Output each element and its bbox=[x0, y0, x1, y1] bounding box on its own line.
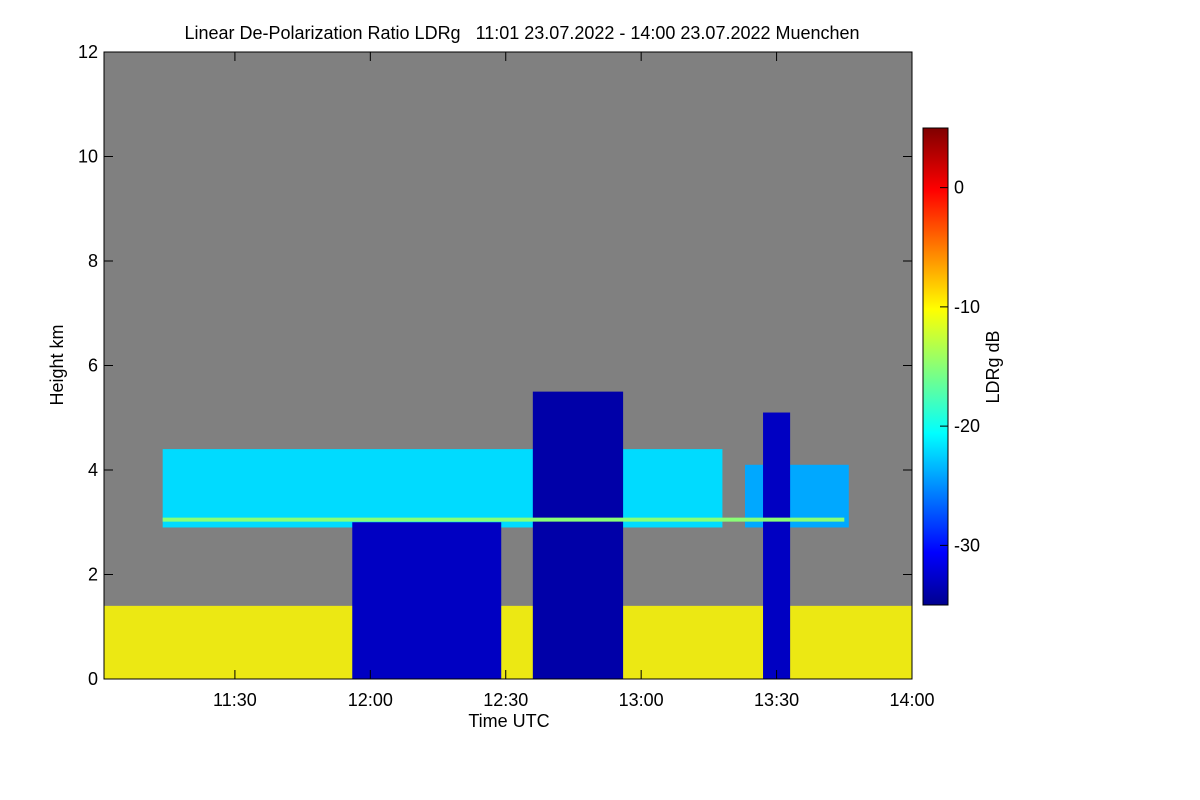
cloud-layer-1 bbox=[744, 464, 849, 528]
y-axis: 0 2 4 6 8 10 12 bbox=[78, 42, 912, 689]
colorbar-tick-label: 0 bbox=[954, 178, 964, 198]
plot-features bbox=[104, 391, 912, 679]
precipitation-1 bbox=[532, 391, 624, 679]
cloud-layer-0 bbox=[162, 449, 723, 528]
y-axis-label: Height km bbox=[47, 324, 67, 405]
colorbar-tick-label: -20 bbox=[954, 416, 980, 436]
colorbar-tick-label: -10 bbox=[954, 297, 980, 317]
y-tick-label: 4 bbox=[88, 460, 98, 480]
x-tick-label: 12:30 bbox=[483, 690, 528, 710]
precipitation-2 bbox=[763, 412, 791, 679]
plot-background bbox=[104, 52, 912, 679]
colorbar-label: LDRg dB bbox=[983, 330, 1003, 403]
x-tick-label: 14:00 bbox=[889, 690, 934, 710]
y-tick-label: 2 bbox=[88, 565, 98, 585]
x-axis: 11:30 12:00 12:30 13:00 13:30 14:00 bbox=[213, 52, 935, 710]
colorbar bbox=[922, 127, 949, 606]
x-tick-label: 13:30 bbox=[754, 690, 799, 710]
colorbar-ticks: 0 -10 -20 -30 bbox=[940, 178, 980, 555]
x-tick-label: 11:30 bbox=[213, 690, 257, 710]
y-tick-label: 10 bbox=[78, 147, 98, 167]
x-tick-label: 13:00 bbox=[619, 690, 664, 710]
y-tick-label: 8 bbox=[88, 251, 98, 271]
x-tick-label: 12:00 bbox=[348, 690, 393, 710]
precipitation-0 bbox=[352, 522, 502, 679]
insects-boundary-layer-0 bbox=[104, 605, 912, 679]
y-tick-label: 12 bbox=[78, 42, 98, 62]
chart-title: Linear De-Polarization Ratio LDRg 11:01 … bbox=[184, 23, 859, 43]
x-axis-label: Time UTC bbox=[468, 711, 549, 731]
y-tick-label: 0 bbox=[88, 669, 98, 689]
y-tick-label: 6 bbox=[88, 356, 98, 376]
colorbar-tick-label: -30 bbox=[954, 535, 980, 555]
